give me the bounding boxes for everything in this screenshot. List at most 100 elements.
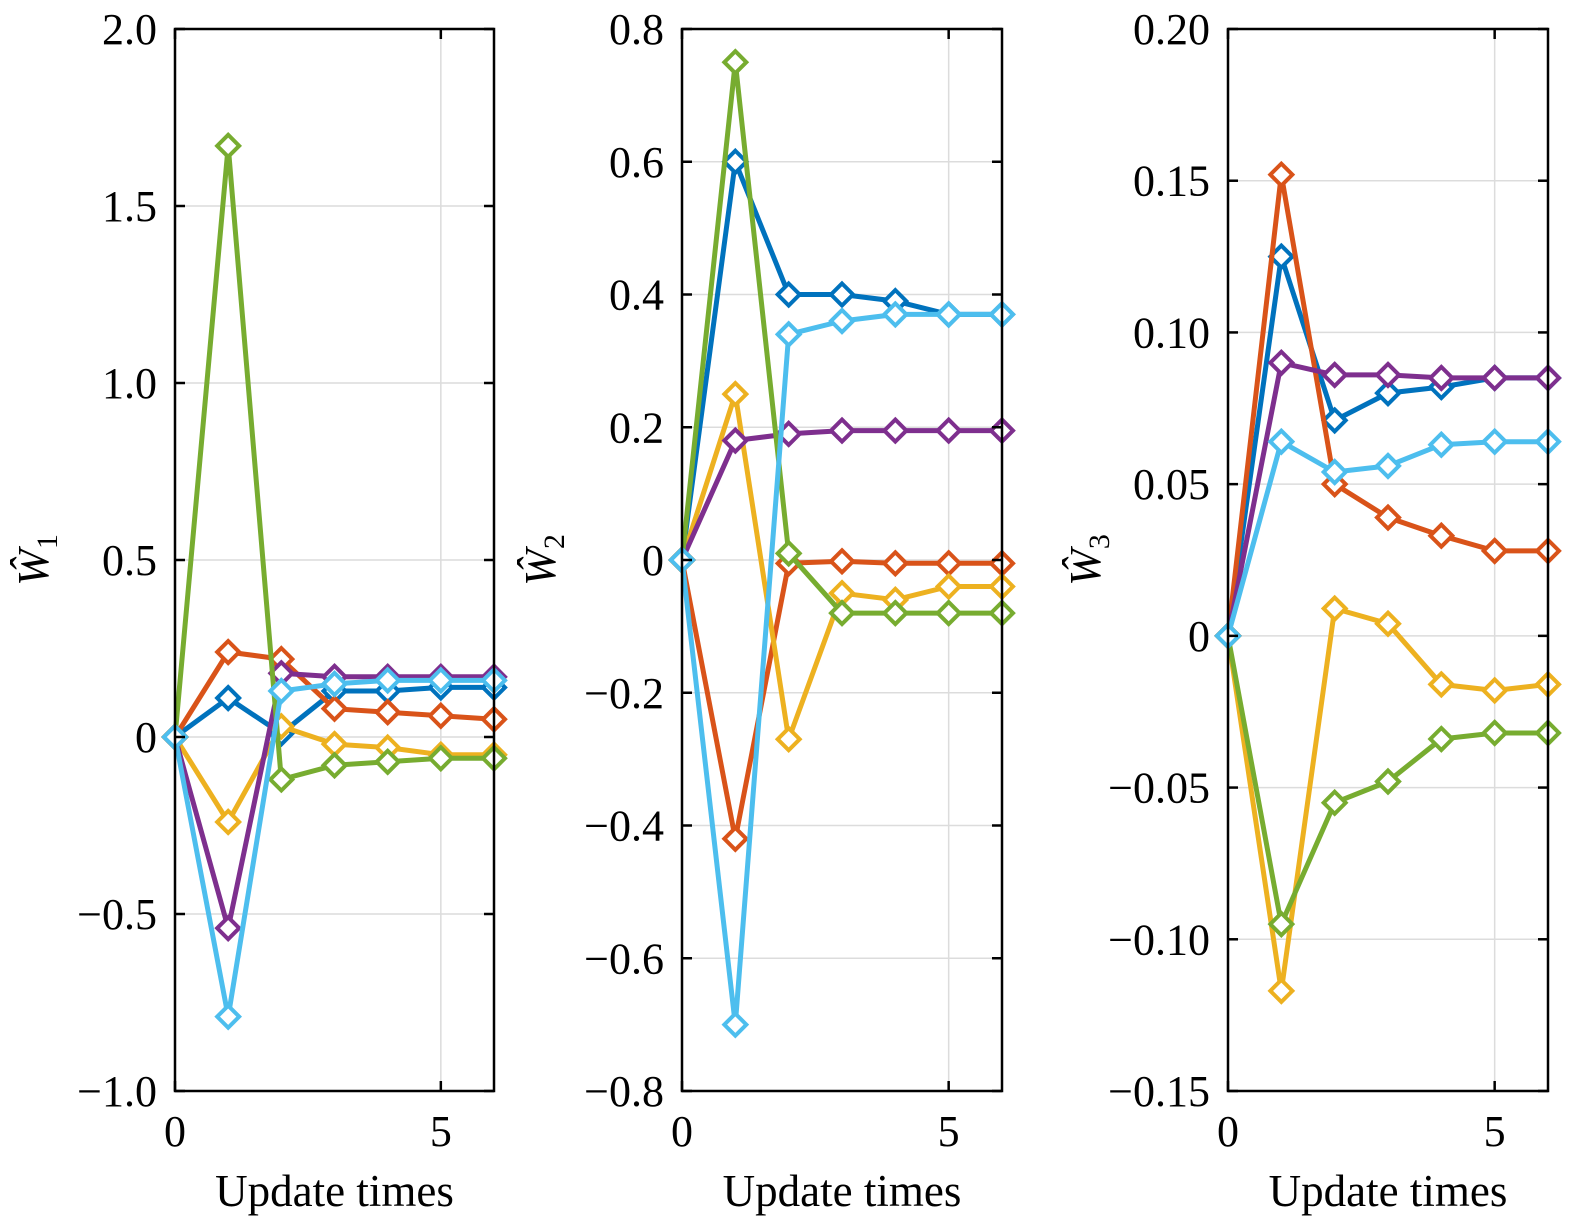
data-point (774, 280, 803, 309)
data-point (1267, 160, 1296, 189)
data-point (1427, 670, 1456, 699)
data-point (1480, 427, 1509, 456)
x-tick-label: 5 (430, 1107, 452, 1156)
data-point (828, 547, 856, 576)
data-point (881, 599, 910, 627)
data-point (373, 747, 402, 776)
data-point (214, 638, 242, 666)
data-point (828, 280, 856, 309)
y-tick-label: 0.4 (609, 271, 664, 320)
data-point (1267, 910, 1296, 938)
series-line-green (679, 59, 1005, 616)
y-tick-label: −0.8 (584, 1067, 664, 1116)
data-point (1480, 719, 1509, 747)
data-point (934, 549, 963, 578)
data-point (934, 572, 963, 601)
data-point (427, 666, 455, 695)
data-point (721, 48, 750, 77)
data-point (1374, 767, 1402, 796)
data-point (828, 416, 856, 445)
data-point (214, 684, 242, 712)
data-point (721, 380, 750, 408)
y-tick-label: −0.2 (584, 669, 664, 718)
y-tick-label: −0.5 (77, 890, 157, 939)
data-point (427, 701, 455, 730)
data-point (1480, 537, 1509, 565)
data-point (1374, 379, 1402, 407)
y-tick-label: 0.6 (609, 138, 664, 187)
series-line-yellow (1225, 606, 1551, 994)
y-tick-label: 0.10 (1133, 308, 1210, 357)
series-line-purple (679, 428, 1005, 563)
x-tick-label: 0 (671, 1107, 693, 1156)
x-tick-label: 0 (164, 1107, 186, 1156)
y-tick-label: −0.4 (584, 802, 664, 851)
data-point (1267, 427, 1296, 456)
data-point (1320, 788, 1349, 817)
data-point (1374, 503, 1402, 532)
y-tick-label: 0.8 (609, 5, 664, 54)
y-tick-label: 0 (1188, 612, 1210, 661)
data-point (774, 725, 803, 754)
x-axis-title: Update times (215, 1166, 454, 1216)
data-point (774, 539, 803, 568)
data-point (427, 744, 455, 773)
data-point (934, 300, 963, 329)
data-point (373, 666, 402, 695)
y-tick-label: 0.15 (1133, 157, 1210, 206)
data-point (1427, 521, 1456, 550)
data-point (1480, 364, 1509, 392)
y-tick-label: 2.0 (102, 5, 157, 54)
y-tick-label: 1.5 (102, 182, 157, 231)
data-point (881, 416, 910, 445)
x-axis-title: Update times (1269, 1166, 1508, 1216)
y-axis-title: Ŵ2 (516, 534, 571, 586)
data-point (1427, 725, 1456, 753)
data-point (881, 300, 910, 329)
series-blue (668, 147, 1016, 574)
data-point (1267, 977, 1296, 1005)
y-tick-label: 0 (135, 713, 157, 762)
x-tick-label: 5 (1484, 1107, 1506, 1156)
y-tick-label: 0.05 (1133, 460, 1210, 509)
y-axis-title-subscript: 3 (1083, 534, 1116, 549)
data-point (1320, 361, 1349, 389)
data-point (1374, 609, 1402, 638)
y-tick-label: 0.5 (102, 536, 157, 585)
y-tick-label: −0.15 (1108, 1067, 1210, 1116)
data-point (881, 549, 910, 578)
y-axis-title-subscript: 1 (31, 534, 64, 549)
panel-2: −0.8 −0.6 −0.4 −0.2 0 0.2 0.4 0.6 0.8 0 5 Update ti… (516, 5, 1016, 1216)
data-point (214, 914, 242, 942)
data-point (1374, 452, 1402, 480)
data-point (774, 320, 803, 349)
data-point (214, 808, 242, 836)
axes-box (1226, 27, 1550, 1093)
data-point (373, 698, 402, 727)
y-tick-label: −1.0 (77, 1067, 157, 1116)
data-point (267, 677, 296, 705)
y-tick-label: −0.10 (1108, 915, 1210, 964)
data-point (1374, 361, 1402, 389)
data-point (721, 1010, 750, 1039)
panel-1: −1.0 −0.5 0 0.5 1.0 1.5 2.0 0 5 Update times Ŵ1 (9, 5, 508, 1216)
data-point (1267, 348, 1296, 377)
y-axis-title-base: Ŵ (9, 546, 58, 586)
data-point (1320, 594, 1349, 623)
data-point (267, 765, 296, 794)
y-axis-title: Ŵ1 (9, 534, 64, 586)
x-tick-label: 5 (938, 1107, 960, 1156)
data-point (1320, 406, 1349, 435)
data-point (320, 694, 349, 723)
panel-3: −0.15 −0.10 −0.05 0 0.05 0.10 0.15 0.20 0 5 Update… (1061, 5, 1562, 1216)
series-yellow (1214, 594, 1562, 1005)
series-cyan (668, 300, 1016, 1039)
data-point (320, 751, 349, 780)
data-point (1427, 364, 1456, 392)
data-point (721, 824, 750, 853)
y-tick-label: 0.20 (1133, 5, 1210, 54)
y-tick-label: 1.0 (102, 359, 157, 408)
y-axis-title: Ŵ3 (1061, 534, 1116, 586)
y-tick-label: 0 (642, 536, 664, 585)
data-point (1427, 430, 1456, 459)
